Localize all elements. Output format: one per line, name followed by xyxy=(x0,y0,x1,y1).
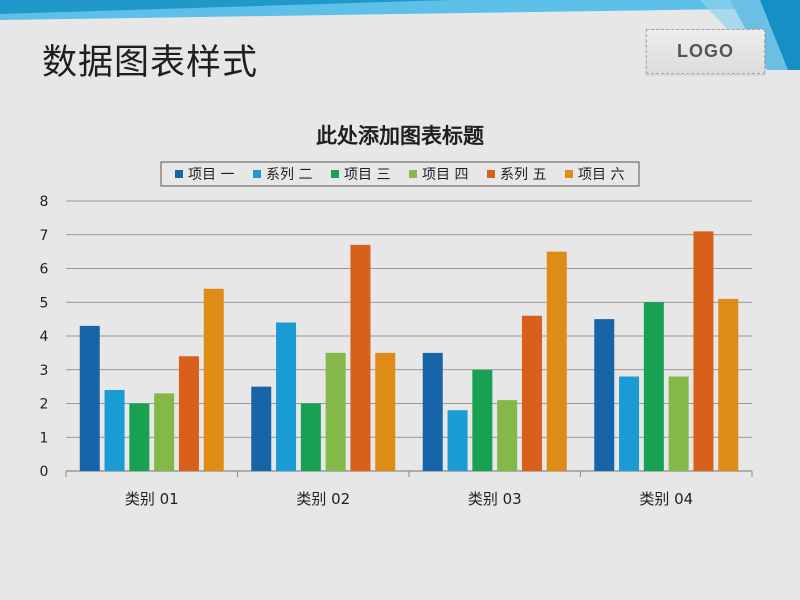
x-tick-label: 类别 02 xyxy=(296,490,350,508)
header-band-stripe xyxy=(0,0,450,14)
bar xyxy=(668,376,689,471)
bar xyxy=(325,352,346,471)
bar xyxy=(619,376,640,471)
legend-label: 项目 六 xyxy=(578,167,624,183)
y-tick-label: 7 xyxy=(40,228,49,244)
bar xyxy=(203,288,224,471)
legend-frame xyxy=(160,161,640,187)
y-tick-label: 1 xyxy=(40,430,49,446)
bar xyxy=(79,325,100,471)
bar xyxy=(422,352,443,471)
legend-swatch xyxy=(565,170,573,178)
bar xyxy=(594,319,615,471)
bar xyxy=(375,352,396,471)
bar xyxy=(178,356,199,471)
legend-swatch xyxy=(175,170,183,178)
bar xyxy=(350,244,371,471)
legend-swatch xyxy=(331,170,339,178)
legend-label: 项目 一 xyxy=(188,167,234,183)
y-tick-label: 2 xyxy=(40,397,49,413)
legend-swatch xyxy=(409,170,417,178)
x-tick-label: 类别 03 xyxy=(468,490,522,508)
legend-swatch xyxy=(253,170,261,178)
bar xyxy=(718,298,739,471)
bar xyxy=(497,400,518,471)
y-tick-label: 6 xyxy=(40,262,49,278)
legend-label: 系列 五 xyxy=(500,167,546,183)
y-axis-tick-labels: 0 1 2 3 4 5 6 7 8 xyxy=(40,194,49,480)
legend-label: 项目 三 xyxy=(344,167,390,183)
y-tick-label: 3 xyxy=(40,363,49,379)
y-tick-label: 8 xyxy=(40,194,49,210)
chart-bars xyxy=(79,231,739,471)
chart-legend: 项目 一 系列 二 项目 三 项目 四 系列 五 项目 六 xyxy=(160,161,640,187)
x-axis: 类别 01 类别 02 类别 03 类别 04 xyxy=(65,471,753,508)
bar xyxy=(447,410,468,471)
bar xyxy=(693,231,714,471)
x-tick-label: 类别 01 xyxy=(125,490,179,508)
bar xyxy=(546,251,567,471)
bar xyxy=(154,393,175,471)
bar xyxy=(251,386,272,471)
bar xyxy=(129,403,150,471)
x-tick-label: 类别 04 xyxy=(639,490,693,508)
y-tick-label: 0 xyxy=(40,464,49,480)
legend-swatch xyxy=(487,170,495,178)
bar xyxy=(643,302,664,471)
logo-placeholder: LOGO xyxy=(646,29,765,74)
bar xyxy=(521,315,542,471)
legend-label: 系列 二 xyxy=(266,167,312,183)
bar xyxy=(300,403,321,471)
bar xyxy=(472,369,493,471)
y-tick-label: 4 xyxy=(40,329,49,345)
y-tick-label: 5 xyxy=(40,295,49,311)
chart-title: 此处添加图表标题 xyxy=(316,124,485,148)
slide-title: 数据图表样式 xyxy=(42,43,259,83)
bar xyxy=(276,322,297,471)
bar xyxy=(104,390,125,471)
legend-label: 项目 四 xyxy=(422,167,468,183)
